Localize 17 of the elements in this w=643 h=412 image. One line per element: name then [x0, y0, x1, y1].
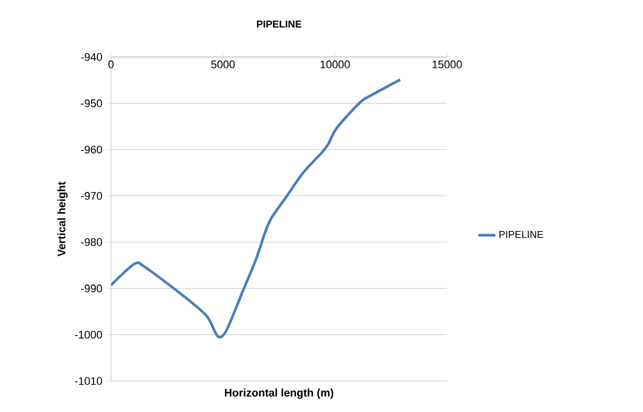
y-axis-title: Vertical height	[57, 182, 68, 256]
y-tick-label: -940	[81, 53, 102, 61]
line-series	[111, 78, 402, 338]
y-tick-label: -1000	[74, 330, 102, 339]
chart-title: PIPELINE	[256, 20, 302, 28]
y-tick-label: -1010	[74, 377, 102, 385]
y-tick-label: -950	[81, 99, 102, 108]
y-tick-label: -980	[81, 238, 102, 246]
y-tick-label: -970	[81, 192, 102, 200]
x-axis-title: Horizontal length (m)	[224, 388, 334, 399]
x-tick-label: 5000	[211, 60, 235, 68]
y-tick-label: -990	[81, 284, 102, 292]
legend-label: PIPELINE	[499, 231, 544, 238]
x-tick-label: 10000	[320, 60, 350, 68]
x-tick-label: 0	[108, 60, 114, 68]
x-tick-label: 15000	[432, 60, 462, 68]
y-tick-label: -960	[81, 146, 102, 154]
